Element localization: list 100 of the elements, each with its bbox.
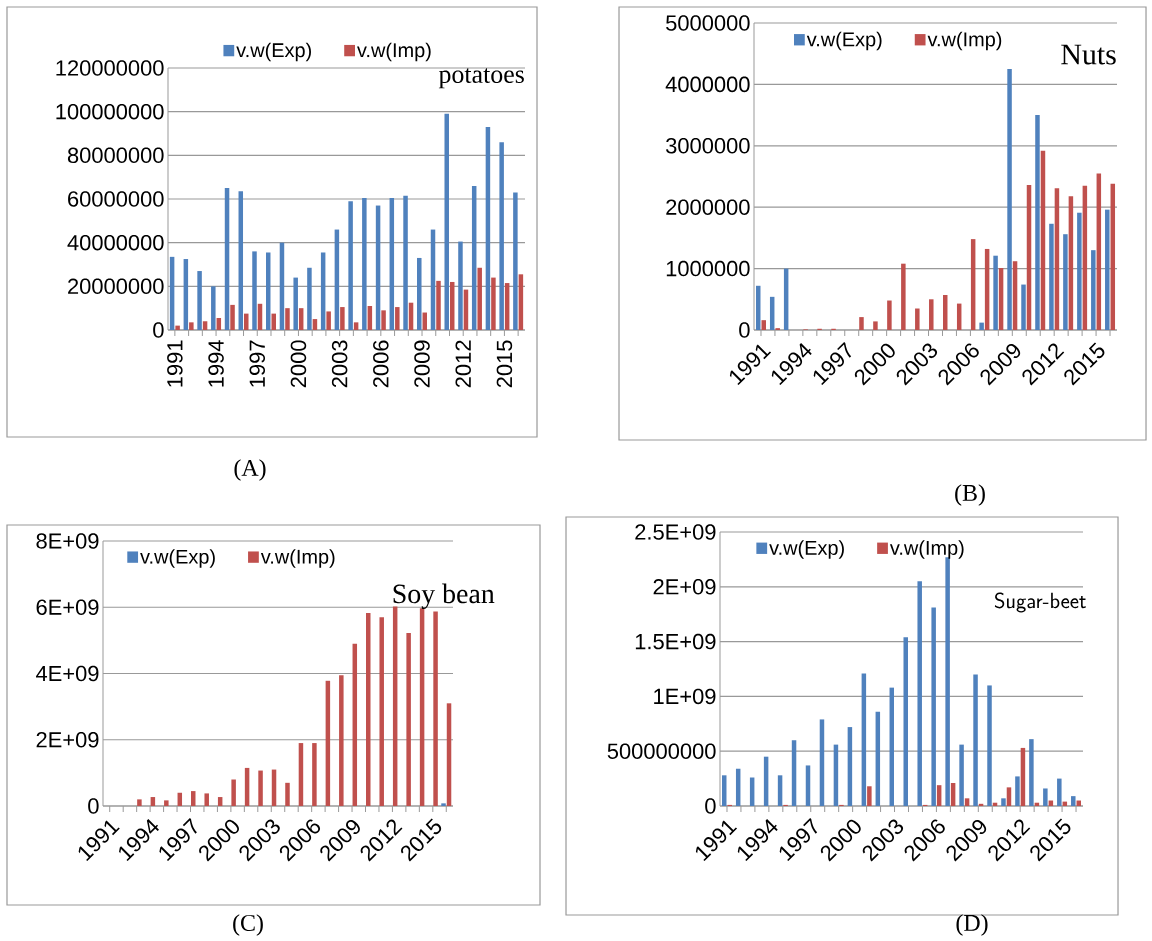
bar [436, 280, 441, 330]
y-tick-label: 4000000 [665, 76, 750, 93]
bar [987, 685, 992, 806]
legend-label: v.w(Imp) [889, 540, 964, 559]
bar [993, 255, 998, 330]
bar [477, 267, 482, 330]
bar [298, 308, 304, 330]
bar [379, 617, 384, 806]
bar [395, 307, 400, 330]
legend-label: v.w(Imp) [357, 42, 431, 62]
bar [271, 313, 276, 330]
bar [204, 793, 209, 806]
y-tick-label: 0 [88, 798, 99, 814]
text: Nuts [1061, 44, 1116, 65]
bar [867, 786, 872, 806]
bar [353, 322, 359, 330]
bar [1063, 234, 1068, 330]
bar [929, 299, 934, 330]
text: (A) [234, 459, 266, 481]
y-tick-label: 100000000 [56, 103, 164, 120]
bar [230, 304, 235, 330]
bar [1057, 778, 1062, 806]
bar [859, 317, 864, 330]
y-tick-label: 8E+09 [36, 533, 99, 549]
bar [381, 310, 386, 330]
y-tick-label: 2000000 [666, 199, 750, 215]
bar [252, 251, 257, 330]
y-tick-label: 3000000 [665, 138, 750, 154]
bar [973, 674, 978, 806]
bar [1049, 223, 1054, 330]
bar [1071, 796, 1076, 806]
bar [417, 257, 422, 330]
bar [197, 271, 202, 330]
y-tick-label: 0 [153, 322, 164, 338]
y-tick-label: 0 [739, 322, 750, 338]
x-tick-label: 2003 [331, 340, 348, 388]
x-tick-label: 1994 [208, 340, 224, 387]
y-tick-label: 1000000 [666, 260, 750, 277]
bar [1015, 776, 1020, 806]
legend-label: v.w(Exp) [140, 549, 215, 568]
x-tick-label: 2012 [455, 340, 471, 388]
bar [777, 775, 783, 806]
legend-label: v.w(Exp) [806, 31, 882, 51]
bar [931, 607, 936, 806]
y-tick-label: 4E+09 [35, 665, 99, 682]
y-tick-label: 5000000 [666, 15, 750, 31]
legend-label: v.w(Exp) [769, 540, 844, 559]
bar [915, 308, 920, 330]
bar [211, 286, 216, 330]
bar [285, 308, 290, 330]
chart-title: potatoes [438, 68, 524, 89]
bar [901, 263, 906, 330]
bar [433, 611, 438, 806]
bar [191, 791, 196, 806]
bar [721, 775, 727, 806]
y-tick-label: 80000000 [67, 147, 164, 164]
bar [293, 277, 298, 330]
bar [231, 779, 236, 806]
y-tick-label: 2.5E+09 [635, 524, 716, 540]
bar [150, 797, 156, 806]
legend-label: v.w(Imp) [260, 549, 335, 568]
bar [339, 675, 344, 806]
bar [873, 321, 878, 330]
x-tick-label: 2006 [373, 340, 389, 388]
bar [1029, 739, 1034, 806]
bar [326, 311, 331, 330]
bar [491, 277, 496, 330]
y-tick-label: 500000000 [607, 743, 716, 759]
bar [366, 612, 371, 806]
bar [945, 557, 950, 806]
y-tick-label: 60000000 [68, 191, 164, 207]
y-tick-label: 20000000 [68, 278, 164, 295]
bar [887, 300, 892, 330]
bar [1035, 115, 1040, 330]
bar [137, 799, 142, 806]
text: (D) [956, 914, 988, 936]
bar [285, 782, 290, 806]
bar [513, 192, 518, 330]
bar [979, 322, 984, 330]
bar [761, 320, 766, 330]
bar [917, 581, 922, 806]
bar [1001, 798, 1006, 806]
bar [1006, 787, 1012, 806]
bar [340, 307, 345, 330]
bar [175, 325, 180, 330]
bar [444, 113, 449, 330]
bar [258, 770, 263, 806]
y-tick-label: 6E+09 [36, 599, 99, 616]
bar [189, 322, 194, 330]
bar [406, 633, 411, 806]
bar [403, 195, 408, 330]
bar [164, 800, 169, 806]
y-tick-label: 1.5E+09 [635, 633, 716, 650]
bar [805, 765, 811, 806]
bar [1105, 209, 1110, 330]
bar [441, 803, 446, 806]
text: Soy bean [393, 583, 495, 609]
bar [458, 241, 463, 330]
bar [348, 201, 353, 330]
y-tick-label: 1E+09 [654, 688, 716, 705]
